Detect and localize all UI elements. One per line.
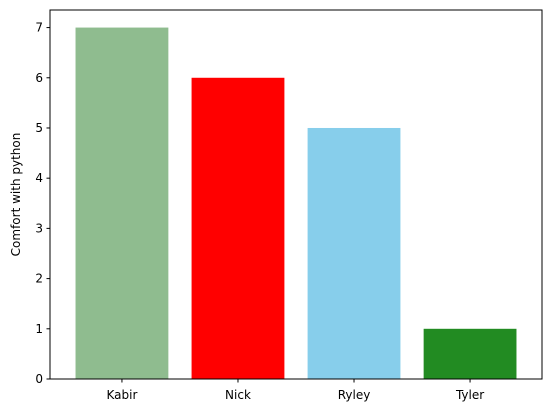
x-tick-label-kabir: Kabir bbox=[106, 388, 137, 402]
bar-tyler bbox=[423, 328, 517, 379]
bar-ryley bbox=[307, 127, 401, 379]
x-tick-label-nick: Nick bbox=[225, 388, 251, 402]
y-axis: 0 1 2 3 4 5 6 7 bbox=[35, 21, 50, 386]
y-tick-label: 4 bbox=[35, 171, 43, 185]
y-axis-label: Comfort with python bbox=[9, 133, 23, 257]
bar-nick bbox=[191, 77, 285, 379]
x-axis: Kabir Nick Ryley Tyler bbox=[106, 379, 484, 402]
y-tick-label: 3 bbox=[35, 221, 43, 235]
y-tick-label: 1 bbox=[35, 322, 43, 336]
y-tick-label: 6 bbox=[35, 71, 43, 85]
x-tick-label-tyler: Tyler bbox=[455, 388, 484, 402]
y-tick-label: 2 bbox=[35, 272, 43, 286]
bar-kabir bbox=[75, 27, 169, 379]
plot-frame bbox=[49, 9, 543, 380]
y-tick-label: 0 bbox=[35, 372, 43, 386]
y-tick-label: 5 bbox=[35, 121, 43, 135]
x-tick-label-ryley: Ryley bbox=[338, 388, 371, 402]
bars-layer bbox=[75, 27, 517, 379]
y-tick-label: 7 bbox=[35, 21, 43, 35]
